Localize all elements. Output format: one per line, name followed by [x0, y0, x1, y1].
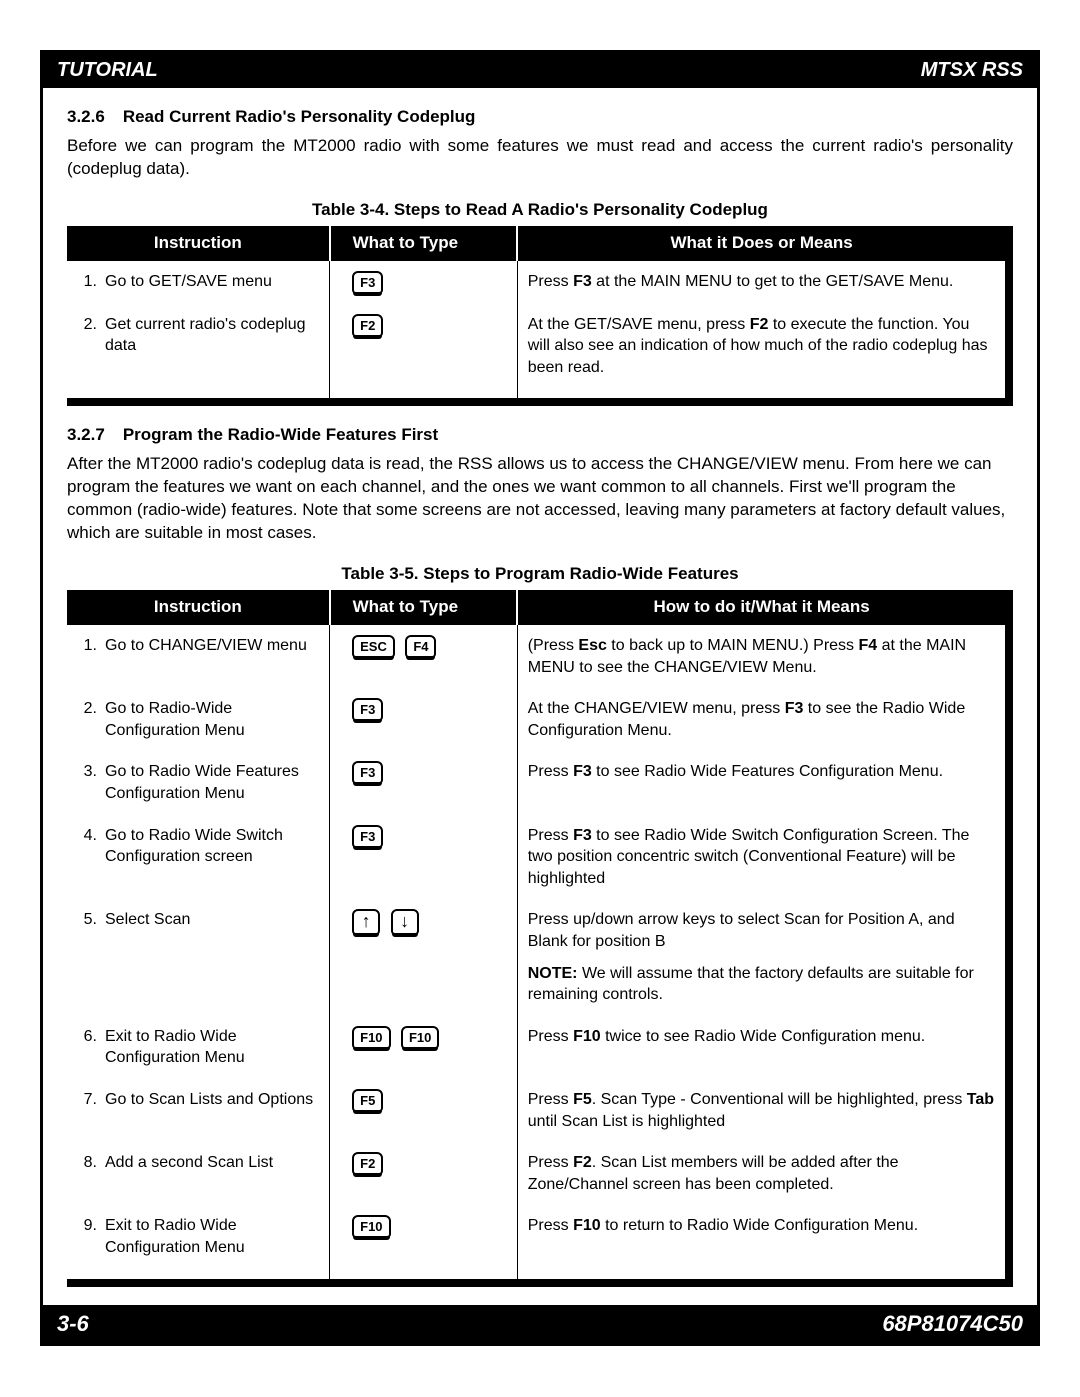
keycap: F10 [352, 1026, 390, 1049]
step-instruction: Go to Radio Wide Features Configuration … [105, 761, 319, 804]
step-num: 1. [77, 635, 105, 657]
keycap: F3 [352, 761, 383, 784]
table-34-wrap: Instruction What to Type What it Does or… [67, 226, 1013, 407]
footer-left: 3-6 [57, 1311, 89, 1337]
table-row: 1.Go to GET/SAVE menu F3 Press F3 at the M… [67, 261, 1005, 304]
section-327-heading: 3.2.7 Program the Radio-Wide Features Fir… [67, 424, 1013, 447]
table-35-h2: How to do it/What it Means [517, 590, 1005, 625]
keycap: F3 [352, 698, 383, 721]
step-instruction: Exit to Radio Wide Configuration Menu [105, 1026, 319, 1069]
means-text: Press F3 to see Radio Wide Switch Config… [528, 825, 995, 890]
means-text: Press F2. Scan List members will be adde… [528, 1152, 995, 1195]
section-326-title: Read Current Radio's Personality Codeplu… [123, 107, 476, 126]
step-num: 1. [77, 271, 105, 293]
step-keys: ↑ ↓ [330, 899, 518, 1015]
section-326-body: Before we can program the MT2000 radio w… [67, 135, 1013, 181]
table-35-caption: Table 3-5. Steps to Program Radio-Wide F… [67, 563, 1013, 586]
keycap: ↑ [352, 909, 380, 935]
keycap: F4 [405, 635, 436, 658]
means-text: Press F10 to return to Radio Wide Config… [528, 1215, 995, 1237]
step-keys: F5 [330, 1079, 518, 1142]
footer-right: 68P81074C50 [882, 1311, 1023, 1337]
section-327-title: Program the Radio-Wide Features First [123, 425, 438, 444]
step-num: 7. [77, 1089, 105, 1111]
table-row: 6.Exit to Radio Wide Configuration Menu F… [67, 1016, 1005, 1079]
step-keys: F2 [330, 1142, 518, 1205]
means-text: At the GET/SAVE menu, press F2 to execut… [528, 314, 995, 379]
table-34: Instruction What to Type What it Does or… [67, 226, 1005, 399]
table-35: Instruction What to Type How to do it/Wh… [67, 590, 1005, 1278]
keycap: F5 [352, 1089, 383, 1112]
header-bar: TUTORIAL MTSX RSS [43, 53, 1037, 88]
table-34-caption: Table 3-4. Steps to Read A Radio's Perso… [67, 199, 1013, 222]
keycap: F10 [352, 1215, 390, 1238]
step-num: 3. [77, 761, 105, 804]
table-row: 9.Exit to Radio Wide Configuration Menu F… [67, 1205, 1005, 1278]
table-34-h1: What to Type [330, 226, 518, 261]
means-text: Press F3 at the MAIN MENU to get to the … [528, 271, 995, 293]
step-instruction: Get current radio's codeplug data [105, 314, 319, 357]
step-num: 9. [77, 1215, 105, 1258]
step-instruction: Exit to Radio Wide Configuration Menu [105, 1215, 319, 1258]
keycap: F2 [352, 314, 383, 337]
step-keys: F10 F10 [330, 1016, 518, 1079]
means-text: Press up/down arrow keys to select Scan … [528, 909, 995, 952]
section-327-num: 3.2.7 [67, 424, 105, 447]
table-35-h0: Instruction [67, 590, 330, 625]
section-327-body: After the MT2000 radio's codeplug data i… [67, 453, 1013, 545]
table-row: 8.Add a second Scan List F2 Press F2. Scan… [67, 1142, 1005, 1205]
step-num: 8. [77, 1152, 105, 1174]
step-num: 2. [77, 314, 105, 357]
step-keys: F3 [330, 261, 518, 304]
table-row: 7.Go to Scan Lists and Options F5 Press F5… [67, 1079, 1005, 1142]
table-row: 2.Go to Radio-Wide Configuration Menu F3 A… [67, 688, 1005, 751]
means-text: At the CHANGE/VIEW menu, press F3 to see… [528, 698, 995, 741]
means-text: (Press Esc to back up to MAIN MENU.) Pre… [528, 635, 995, 678]
keycap: F2 [352, 1152, 383, 1175]
table-row: 2.Get current radio's codeplug data F2 At … [67, 304, 1005, 399]
table-35-h1: What to Type [330, 590, 518, 625]
section-326-heading: 3.2.6 Read Current Radio's Personality Co… [67, 106, 1013, 129]
step-keys: F10 [330, 1205, 518, 1278]
page: TUTORIAL MTSX RSS 3.2.6 Read Current Radi… [40, 50, 1040, 1346]
table-35-wrap: Instruction What to Type How to do it/Wh… [67, 590, 1013, 1286]
step-num: 5. [77, 909, 105, 931]
means-text: Press F10 twice to see Radio Wide Config… [528, 1026, 995, 1048]
step-keys: F3 [330, 815, 518, 900]
step-instruction: Go to Scan Lists and Options [105, 1089, 319, 1111]
means-text: Press F3 to see Radio Wide Features Conf… [528, 761, 995, 783]
step-num: 2. [77, 698, 105, 741]
step-instruction: Go to CHANGE/VIEW menu [105, 635, 319, 657]
table-row: 4.Go to Radio Wide Switch Configuration … [67, 815, 1005, 900]
step-instruction: Add a second Scan List [105, 1152, 319, 1174]
keycap: F10 [401, 1026, 439, 1049]
header-left: TUTORIAL [57, 59, 158, 82]
table-row: 3.Go to Radio Wide Features Configuratio… [67, 751, 1005, 814]
section-326-num: 3.2.6 [67, 106, 105, 129]
step-keys: ESC F4 [330, 625, 518, 688]
content: 3.2.6 Read Current Radio's Personality Co… [43, 88, 1037, 1287]
table-34-h0: Instruction [67, 226, 330, 261]
footer-bar: 3-6 68P81074C50 [43, 1305, 1037, 1343]
keycap: ↓ [391, 909, 419, 935]
means-text: Press F5. Scan Type - Conventional will … [528, 1089, 995, 1132]
step-keys: F3 [330, 688, 518, 751]
step-keys: F2 [330, 304, 518, 399]
table-row: 5.Select Scan↑ ↓Press up/down arrow keys… [67, 899, 1005, 1015]
table-34-h2: What it Does or Means [517, 226, 1005, 261]
keycap: ESC [352, 635, 395, 658]
step-instruction: Go to GET/SAVE menu [105, 271, 319, 293]
step-instruction: Go to Radio Wide Switch Configuration sc… [105, 825, 319, 868]
header-right: MTSX RSS [921, 59, 1023, 82]
step-keys: F3 [330, 751, 518, 814]
table-row: 1.Go to CHANGE/VIEW menuESC F4(Press Esc… [67, 625, 1005, 688]
step-num: 4. [77, 825, 105, 868]
step-instruction: Select Scan [105, 909, 319, 931]
keycap: F3 [352, 825, 383, 848]
step-instruction: Go to Radio-Wide Configuration Menu [105, 698, 319, 741]
means-text: NOTE: We will assume that the factory de… [528, 963, 995, 1006]
keycap: F3 [352, 271, 383, 294]
step-num: 6. [77, 1026, 105, 1069]
